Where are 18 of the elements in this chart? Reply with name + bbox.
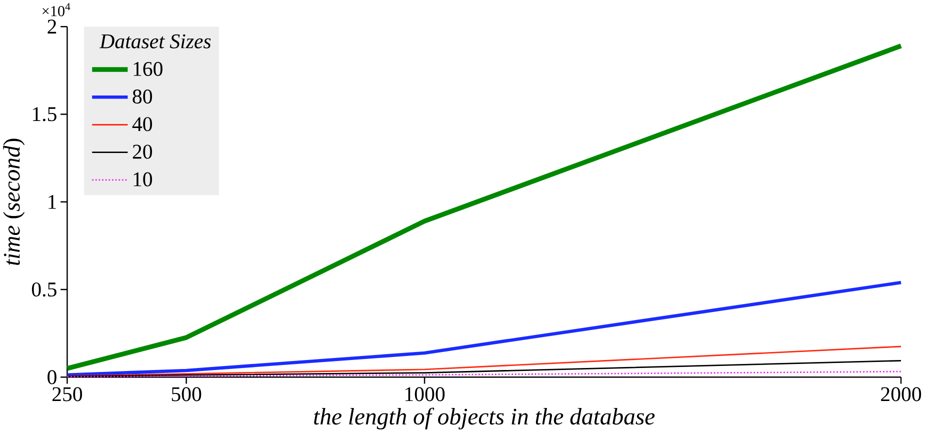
y-tick-label: 0.5 — [32, 282, 56, 297]
x-tick-label: 500 — [172, 387, 202, 402]
x-tick-label: 1000 — [406, 387, 445, 402]
y-tick-label: 1 — [48, 195, 56, 209]
x-axis-title: the length of objects in the database — [314, 408, 655, 430]
y-tick-label: 1.5 — [32, 107, 56, 122]
x-tick-label: 2000 — [881, 387, 922, 402]
text: ×10$^{4}$ — [42, 3, 70, 16]
y-axis-title: time (second) — [3, 138, 25, 266]
x-tick-label: 250 — [52, 387, 82, 402]
legend-label: 10 — [134, 172, 152, 187]
legend-label: 20 — [132, 144, 152, 159]
y-tick-label: 0 — [48, 370, 56, 384]
legend-title: Dataset Sizes — [99, 34, 211, 49]
legend-label: 160 — [134, 62, 162, 76]
legend-label: 80 — [132, 90, 152, 104]
legend-label: 40 — [132, 117, 152, 132]
y-tick-label: 2 — [48, 20, 56, 34]
